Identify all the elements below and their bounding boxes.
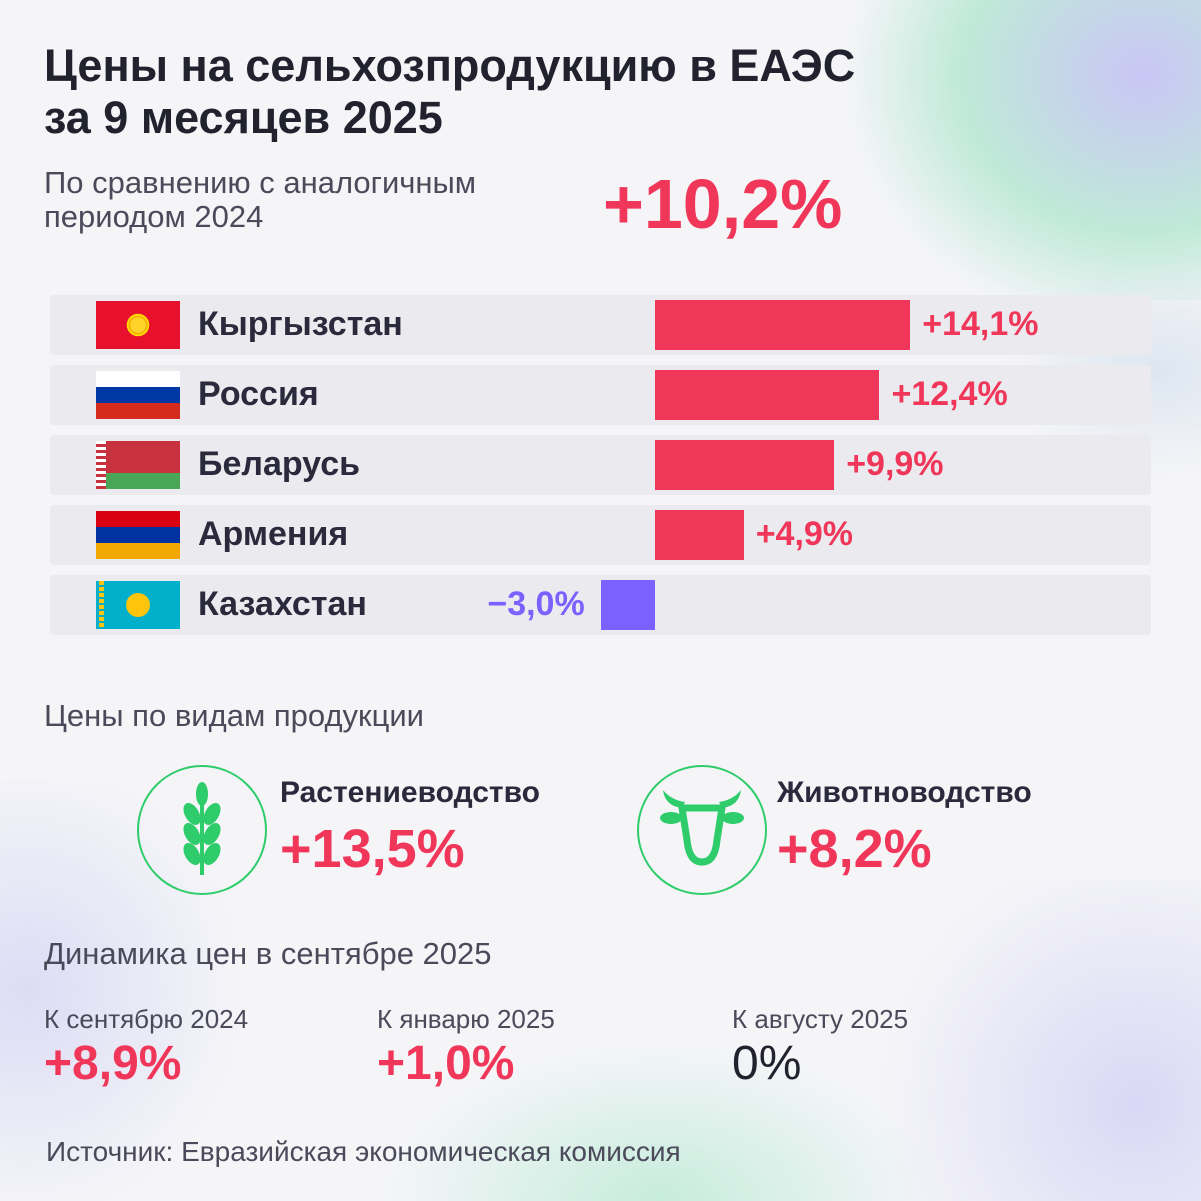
product-value-livestock: +8,2% [777, 819, 932, 879]
kazakhstan-flag [96, 581, 180, 629]
comparison-label: По сравнению с аналогичным периодом 2024 [44, 165, 477, 234]
sep-value-2: 0% [732, 1037, 802, 1090]
bar-value-label: −3,0% [487, 585, 585, 623]
chart-row: Казахстан −3,0% [50, 575, 1151, 635]
bar-value-label: +4,9% [755, 515, 854, 553]
bar [655, 300, 911, 350]
sep-label-2: К августу 2025 [732, 1004, 909, 1034]
sep-label-0: К сентябрю 2024 [44, 1004, 249, 1034]
sep-label-1: К январю 2025 [377, 1004, 555, 1034]
cow-icon-circle [637, 765, 767, 895]
bg-blob [380, 1040, 940, 1201]
bar [600, 580, 655, 630]
page-title: Цены на сельхозпродукцию в ЕАЭС за 9 мес… [44, 40, 856, 143]
bar-value-label: +9,9% [846, 445, 944, 483]
bg-blob [810, 0, 1201, 300]
bar-value-label: +14,1% [922, 305, 1039, 343]
belarus-flag [96, 441, 180, 489]
country-label: Россия [198, 375, 319, 413]
wheat-icon [183, 782, 221, 875]
product-value-crops: +13,5% [280, 819, 465, 879]
product-label-crops: Растениеводство [280, 776, 540, 809]
total-change: +10,2% [603, 165, 843, 243]
country-label: Армения [198, 515, 349, 553]
bar-value-label: +12,4% [891, 375, 1008, 413]
chart-row: Кыргызстан +14,1% [50, 295, 1151, 355]
bg-blob [880, 880, 1201, 1201]
wheat-icon-circle [137, 765, 267, 895]
chart-row: Армения +4,9% [50, 505, 1151, 565]
country-label: Казахстан [198, 585, 367, 623]
september-title: Динамика цен в сентябре 2025 [44, 936, 492, 971]
sep-value-1: +1,0% [377, 1037, 515, 1090]
bar [655, 440, 835, 490]
products-title: Цены по видам продукции [44, 698, 424, 733]
chart-row: Беларусь +9,9% [50, 435, 1151, 495]
sep-value-0: +8,9% [44, 1037, 182, 1090]
kyrgyzstan-flag [96, 301, 180, 349]
bar [655, 370, 880, 420]
source-note: Источник: Евразийская экономическая коми… [46, 1136, 681, 1167]
country-label: Беларусь [198, 445, 361, 483]
bar [655, 510, 744, 560]
country-label: Кыргызстан [198, 305, 403, 343]
russia-flag [96, 371, 180, 419]
product-label-livestock: Животноводство [777, 776, 1032, 809]
cow-icon [660, 790, 744, 866]
armenia-flag [96, 511, 180, 559]
chart-row: Россия +12,4% [50, 365, 1151, 425]
